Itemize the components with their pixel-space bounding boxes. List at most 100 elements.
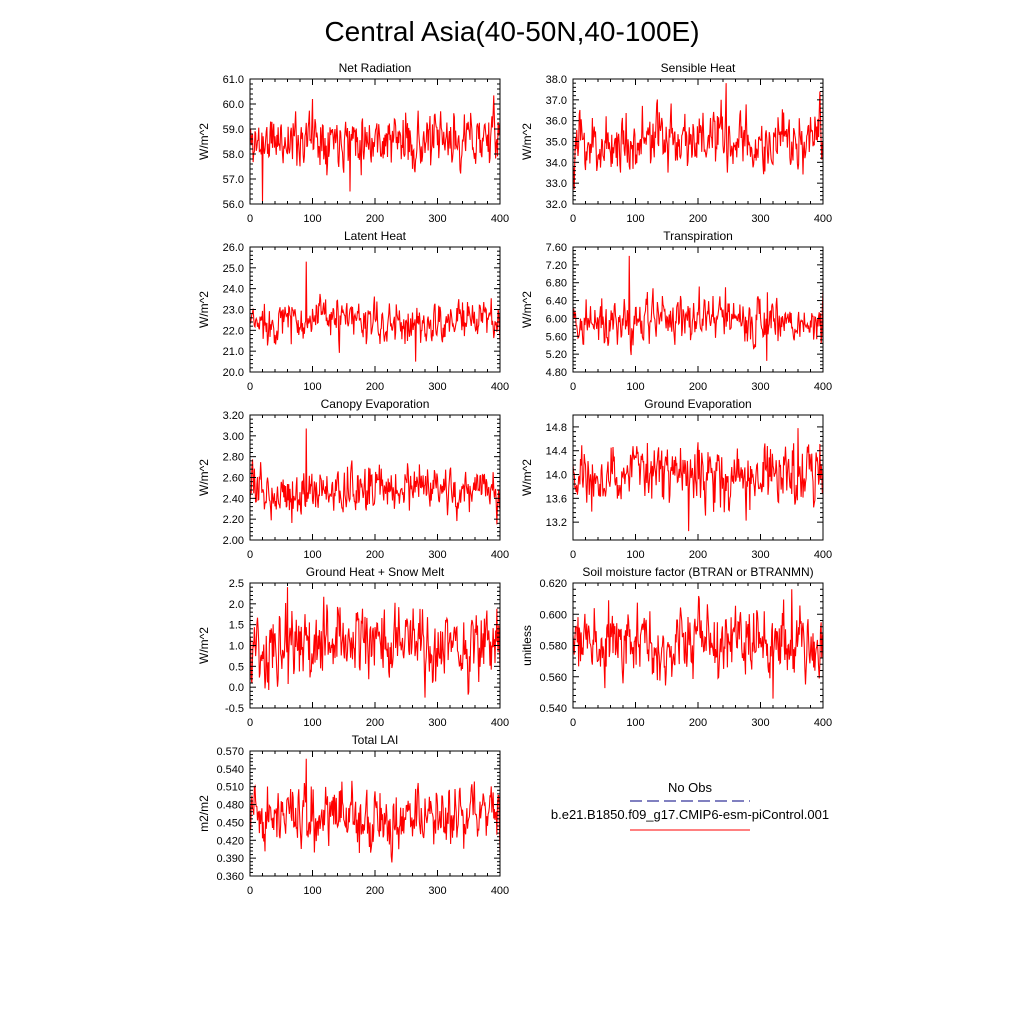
- y-tick-label: 0.420: [216, 835, 244, 847]
- y-tick-label: 0.620: [539, 578, 567, 590]
- panel-3: 0 100 200 300 400 4.80 5.20 5.60 6.00 6.40 6.80 7.2…: [520, 229, 832, 393]
- x-tick-label: 200: [689, 549, 707, 561]
- y-tick-label: 2.0: [229, 599, 244, 611]
- x-tick-label: 200: [689, 717, 707, 729]
- series-line: [249, 428, 501, 525]
- x-tick-label: 300: [428, 717, 446, 729]
- panel-4: 0 100 200 300 400 2.00 2.20 2.40 2.60 2.80 3.00 3.2…: [197, 397, 509, 561]
- x-tick-label: 400: [814, 213, 832, 225]
- series-line: [249, 758, 501, 863]
- y-axis-label: W/m^2: [520, 459, 534, 496]
- x-tick-label: 400: [814, 717, 832, 729]
- y-tick-label: 7.60: [546, 242, 567, 254]
- y-tick-label: 13.2: [546, 517, 567, 529]
- y-tick-label: 2.60: [223, 473, 244, 485]
- y-tick-label: 24.0: [223, 284, 244, 296]
- x-tick-label: 400: [491, 381, 509, 393]
- y-tick-label: 36.0: [546, 116, 567, 128]
- figure-title: Central Asia(40-50N,40-100E): [324, 16, 699, 47]
- y-tick-label: 59.0: [223, 124, 244, 136]
- x-tick-label: 100: [626, 717, 644, 729]
- y-tick-label: 37.0: [546, 95, 567, 107]
- series-line: [572, 589, 824, 699]
- panel-title: Ground Heat + Snow Melt: [306, 565, 445, 579]
- x-tick-label: 0: [247, 381, 253, 393]
- x-tick-label: 100: [626, 549, 644, 561]
- panel-title: Transpiration: [663, 229, 733, 243]
- x-tick-label: 300: [428, 381, 446, 393]
- series-line: [572, 428, 824, 532]
- x-tick-label: 200: [366, 885, 384, 897]
- y-tick-label: 6.40: [546, 296, 567, 308]
- panel-title: Soil moisture factor (BTRAN or BTRANMN): [582, 565, 813, 579]
- y-tick-label: 3.00: [223, 431, 244, 443]
- x-tick-label: 300: [751, 717, 769, 729]
- y-tick-label: 38.0: [546, 74, 567, 86]
- y-tick-label: 61.0: [223, 74, 244, 86]
- panel-title: Sensible Heat: [661, 61, 736, 75]
- y-tick-label: 2.20: [223, 514, 244, 526]
- x-tick-label: 0: [247, 213, 253, 225]
- x-tick-label: 300: [428, 213, 446, 225]
- x-tick-label: 400: [814, 549, 832, 561]
- x-tick-label: 200: [366, 213, 384, 225]
- x-tick-label: 200: [366, 549, 384, 561]
- y-axis-label: W/m^2: [520, 291, 534, 328]
- series-line: [249, 95, 501, 202]
- panel-5: 0 100 200 300 400 13.2 13.6 14.0 14.4 14.8 Ground …: [520, 397, 832, 561]
- y-tick-label: 6.00: [546, 313, 567, 325]
- y-tick-label: 0.580: [539, 641, 567, 653]
- y-axis-label: m2/m2: [197, 795, 211, 832]
- x-tick-label: 400: [491, 549, 509, 561]
- y-tick-label: 2.5: [229, 578, 244, 590]
- y-tick-label: 57.0: [223, 174, 244, 186]
- y-tick-label: 0.600: [539, 609, 567, 621]
- y-tick-label: 1.0: [229, 641, 244, 653]
- panel-6: 0 100 200 300 400 -0.5 0.0 0.5 1.0 1.5 2.0 2.5 Groun…: [197, 565, 509, 729]
- x-tick-label: 0: [570, 549, 576, 561]
- x-tick-label: 0: [570, 381, 576, 393]
- series-line: [572, 83, 824, 190]
- y-tick-label: 0.0: [229, 682, 244, 694]
- y-tick-label: 3.20: [223, 410, 244, 422]
- y-axis-label: W/m^2: [197, 627, 211, 664]
- y-tick-label: 56.0: [223, 199, 244, 211]
- y-axis-label: unitless: [520, 625, 534, 666]
- y-axis-label: W/m^2: [197, 123, 211, 160]
- panel-title: Ground Evaporation: [644, 397, 751, 411]
- x-tick-label: 300: [751, 549, 769, 561]
- y-tick-label: 26.0: [223, 242, 244, 254]
- y-tick-label: 0.450: [216, 817, 244, 829]
- y-tick-label: 58.0: [223, 149, 244, 161]
- x-tick-label: 400: [491, 717, 509, 729]
- y-tick-label: 35.0: [546, 137, 567, 149]
- y-tick-label: 0.560: [539, 672, 567, 684]
- panel-title: Latent Heat: [344, 229, 407, 243]
- x-tick-label: 0: [247, 717, 253, 729]
- x-tick-label: 300: [428, 885, 446, 897]
- y-tick-label: 25.0: [223, 263, 244, 275]
- y-tick-label: 32.0: [546, 199, 567, 211]
- y-tick-label: 0.570: [216, 746, 244, 758]
- x-tick-label: 100: [303, 213, 321, 225]
- panel-8: 0 100 200 300 400 0.360 0.390 0.420 0.450 0.480 0.…: [197, 733, 509, 897]
- y-tick-label: 60.0: [223, 99, 244, 111]
- panel-title: Total LAI: [352, 733, 399, 747]
- y-tick-label: 14.0: [546, 470, 567, 482]
- x-tick-label: 100: [303, 381, 321, 393]
- series-line: [249, 261, 501, 362]
- y-tick-label: 13.6: [546, 493, 567, 505]
- legend-model-label: b.e21.B1850.f09_g17.CMIP6-esm-piControl.…: [551, 807, 829, 822]
- x-tick-label: 100: [303, 549, 321, 561]
- y-tick-label: 14.4: [546, 446, 567, 458]
- series-line: [572, 255, 824, 361]
- x-tick-label: 0: [247, 549, 253, 561]
- y-tick-label: 5.20: [546, 349, 567, 361]
- x-tick-label: 100: [303, 885, 321, 897]
- y-axis-label: W/m^2: [197, 459, 211, 496]
- y-tick-label: 34.0: [546, 157, 567, 169]
- x-tick-label: 0: [247, 885, 253, 897]
- y-tick-label: 0.5: [229, 661, 244, 673]
- y-tick-label: 7.20: [546, 260, 567, 272]
- y-tick-label: 0.390: [216, 853, 244, 865]
